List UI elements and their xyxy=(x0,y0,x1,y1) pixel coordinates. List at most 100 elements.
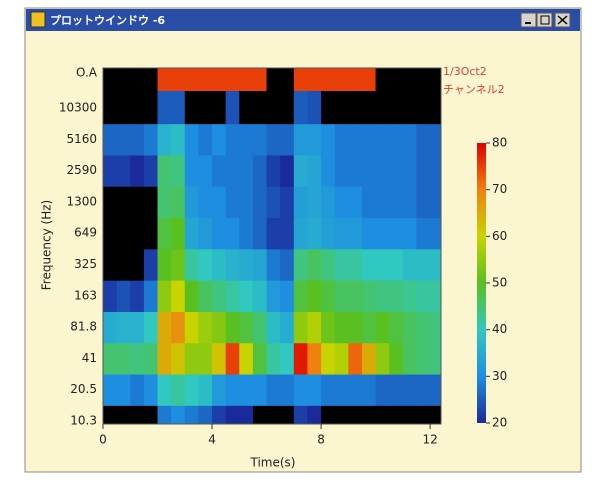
heatmap-cell xyxy=(307,186,322,219)
heatmap-cell xyxy=(225,405,240,425)
heatmap-cell xyxy=(348,248,363,281)
heatmap-cell xyxy=(334,123,349,156)
heatmap-cell xyxy=(198,311,213,344)
x-tick-label: 4 xyxy=(208,433,216,447)
heatmap-cell xyxy=(143,280,159,312)
heatmap-cell xyxy=(130,342,145,375)
minimize-button[interactable] xyxy=(520,12,537,28)
heatmap-cell xyxy=(321,217,336,250)
heatmap-cell xyxy=(361,68,377,91)
heatmap-cell xyxy=(321,374,336,406)
heatmap-cell xyxy=(280,186,295,219)
heatmap-cell xyxy=(280,311,295,344)
heatmap-cell xyxy=(157,68,172,91)
heatmap-cell xyxy=(334,68,349,91)
heatmap-cell xyxy=(171,311,186,344)
heatmap-cell xyxy=(430,311,442,344)
y-tick-label: O.A xyxy=(76,66,98,80)
heatmap-cell xyxy=(375,68,390,91)
heatmap-cell xyxy=(334,342,349,375)
heatmap-cell xyxy=(307,123,322,156)
heatmap-cell xyxy=(130,280,145,312)
heatmap-cell xyxy=(334,248,349,281)
heatmap-cell xyxy=(239,217,254,250)
heatmap-cell xyxy=(239,311,254,344)
heatmap-cell xyxy=(266,342,281,375)
x-tick-label: 12 xyxy=(422,433,437,447)
heatmap-cell xyxy=(430,78,442,125)
heatmap-cell xyxy=(280,405,295,425)
heatmap-cell xyxy=(280,68,295,91)
x-tick-label: 8 xyxy=(317,433,325,447)
heatmap-cell xyxy=(157,154,172,187)
plot-frame xyxy=(102,67,442,425)
heatmap-cell xyxy=(184,280,199,312)
heatmap-cell xyxy=(157,186,172,219)
heatmap-cell xyxy=(348,186,363,219)
heatmap-cell xyxy=(212,217,227,250)
heatmap-cell xyxy=(157,217,172,250)
heatmap-cell xyxy=(239,154,254,187)
y-tick-label: 5160 xyxy=(66,132,97,146)
heatmap-cell xyxy=(266,123,281,156)
heatmap-cell xyxy=(252,123,268,156)
heatmap-cell xyxy=(321,154,336,187)
heatmap-cell xyxy=(334,217,349,250)
heatmap-cell xyxy=(321,248,336,281)
heatmap-cell xyxy=(416,68,431,91)
heatmap-cell xyxy=(266,311,281,344)
heatmap-cell xyxy=(143,311,159,344)
heatmap-cell xyxy=(402,248,417,281)
heatmap-cell xyxy=(130,217,145,250)
heatmap-cell xyxy=(293,68,308,91)
heatmap-cell xyxy=(225,342,240,375)
heatmap-cell xyxy=(307,311,322,344)
heatmap-cell xyxy=(375,280,390,312)
heatmap-cell xyxy=(402,342,417,375)
heatmap-cell xyxy=(361,405,377,425)
colorbar-tick-label: 30 xyxy=(492,369,507,383)
heatmap-cell xyxy=(225,68,240,91)
heatmap-cell xyxy=(280,248,295,281)
heatmap-cell xyxy=(293,280,308,312)
heatmap-cell xyxy=(416,405,431,425)
heatmap-cell xyxy=(252,311,268,344)
heatmap-cell xyxy=(103,217,118,250)
heatmap-cell xyxy=(225,311,240,344)
heatmap-cell xyxy=(430,186,442,219)
heatmap-cell xyxy=(430,342,442,375)
heatmap-cell xyxy=(239,280,254,312)
heatmap-cell xyxy=(171,217,186,250)
heatmap-cell xyxy=(307,217,322,250)
heatmap-cell xyxy=(184,311,199,344)
heatmap-cell xyxy=(252,374,268,406)
heatmap-cell xyxy=(389,311,404,344)
heatmap-cell xyxy=(293,217,308,250)
heatmap-cell xyxy=(252,280,268,312)
y-tick-label: 10300 xyxy=(59,101,97,115)
heatmap-cell xyxy=(334,374,349,406)
y-tick-label: 20.5 xyxy=(70,382,97,396)
heatmap-cell xyxy=(307,342,322,375)
y-axis-label: Frequency (Hz) xyxy=(40,200,54,291)
heatmap-cell xyxy=(375,248,390,281)
maximize-button[interactable] xyxy=(536,12,553,28)
heatmap-cell xyxy=(103,374,118,406)
heatmap-cell xyxy=(266,248,281,281)
heatmap-cell xyxy=(184,374,199,406)
heatmap-cell xyxy=(321,405,336,425)
heatmap-cell xyxy=(252,217,268,250)
y-tick-label: 10.3 xyxy=(70,414,97,428)
heatmap-cell xyxy=(225,186,240,219)
heatmap-cell xyxy=(239,374,254,406)
heatmap-cell xyxy=(184,217,199,250)
heatmap-cell xyxy=(321,342,336,375)
heatmap-cell xyxy=(402,217,417,250)
heatmap-cell xyxy=(307,154,322,187)
heatmap-cell xyxy=(348,154,363,187)
heatmap-cell xyxy=(116,374,131,406)
heatmap-cell xyxy=(430,280,442,312)
heatmap-cell xyxy=(171,154,186,187)
heatmap-cell xyxy=(307,248,322,281)
